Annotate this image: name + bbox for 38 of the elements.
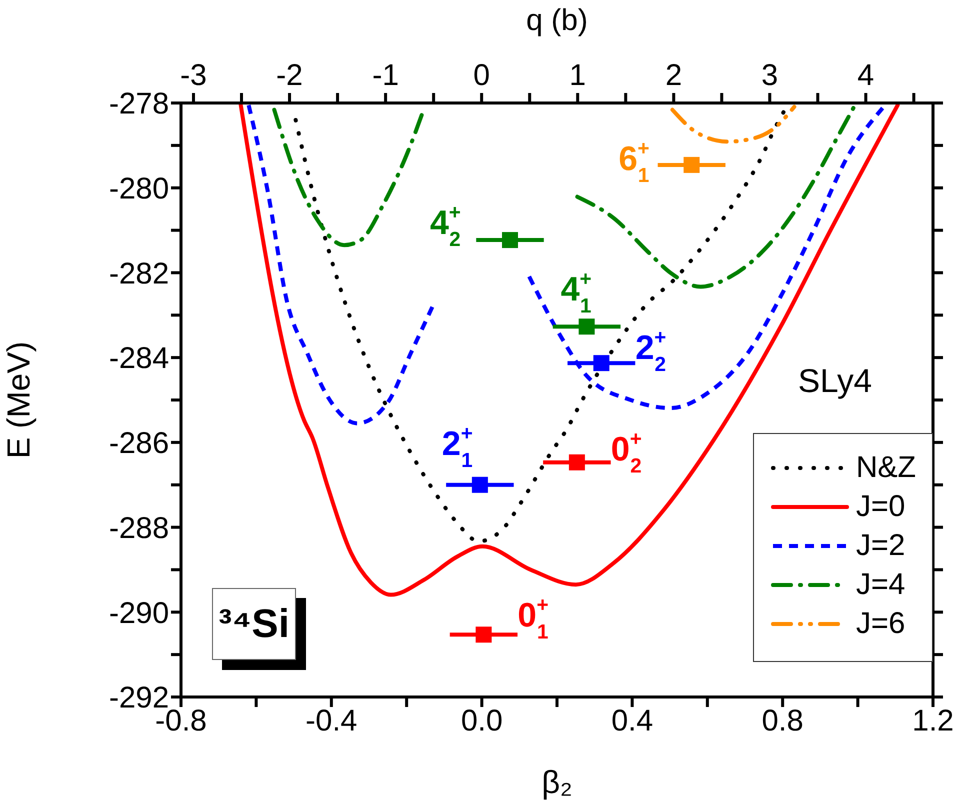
y-tick-label: -284 <box>108 342 169 376</box>
x-axis-title: β₂ <box>542 764 572 800</box>
x-tick-label: 0.0 <box>460 704 503 738</box>
legend-label: J=4 <box>856 568 906 602</box>
x2-tick-label: -2 <box>276 59 303 92</box>
x2-tick-label: 4 <box>857 59 874 92</box>
point <box>593 355 610 372</box>
x-tick-label: 0.8 <box>762 704 804 738</box>
line-series <box>670 104 796 144</box>
x-tick-label: 0.4 <box>611 704 654 738</box>
legend-label: J=0 <box>856 490 906 524</box>
annotation: ³⁴Si <box>212 588 296 660</box>
point <box>568 454 585 470</box>
x2-tick-label: -1 <box>372 59 399 92</box>
y-tick-label: -280 <box>108 172 169 206</box>
x2-axis-title: q (b) <box>526 4 588 37</box>
y-tick-label: -282 <box>108 257 169 290</box>
annotation: SLy4 <box>798 362 872 400</box>
y-tick-label: -278 <box>108 88 169 121</box>
point <box>684 156 700 173</box>
y-tick-label: -286 <box>108 427 169 460</box>
x-tick-label: -0.4 <box>306 704 358 738</box>
y-axis-title: E (MeV) <box>0 341 36 459</box>
y-tick-label: -288 <box>108 512 169 545</box>
legend-label: J=2 <box>856 528 906 562</box>
x2-tick-label: 1 <box>569 59 586 92</box>
point <box>502 232 518 248</box>
y-tick-label: -290 <box>108 596 169 630</box>
x2-tick-label: 3 <box>761 59 778 92</box>
x2-tick-label: 0 <box>473 59 490 92</box>
legend-label: N&Z <box>856 450 916 484</box>
point <box>578 318 595 335</box>
point <box>472 476 488 493</box>
x2-tick-label: -3 <box>180 59 207 92</box>
legend-label: J=6 <box>856 606 906 640</box>
x-tick-label: 1.2 <box>912 704 954 738</box>
point <box>476 626 492 643</box>
x2-tick-label: 2 <box>665 59 682 92</box>
